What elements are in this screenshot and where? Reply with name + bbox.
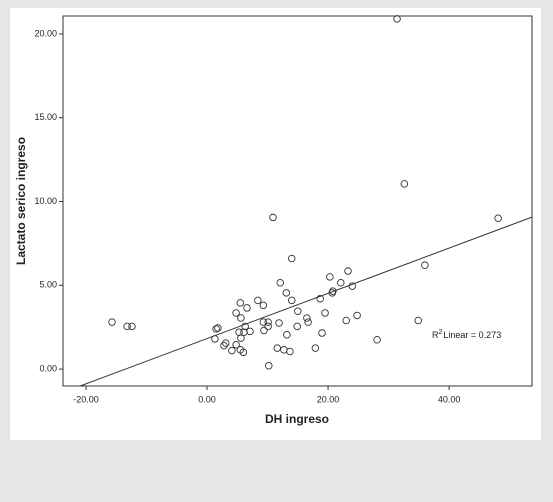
point (108, 318, 116, 326)
point (326, 273, 334, 281)
point (211, 335, 219, 343)
annotation-prefix: R (432, 330, 439, 340)
fit-line (79, 216, 533, 387)
point (342, 316, 350, 325)
point (237, 334, 245, 342)
x-axis-title: DH ingreso (265, 412, 329, 426)
y-tick-label: 15.00 (34, 112, 57, 122)
point (128, 322, 136, 331)
point (321, 309, 329, 317)
annotation-text: Linear = 0.273 (443, 330, 501, 340)
point (348, 282, 357, 290)
point (373, 336, 381, 344)
point (286, 347, 294, 356)
chart-panel (10, 8, 541, 440)
point (303, 314, 311, 322)
point (276, 279, 285, 287)
point (329, 287, 337, 295)
x-tick-label: 40.00 (438, 394, 461, 404)
point (260, 326, 268, 335)
point (239, 348, 248, 357)
point (421, 261, 429, 269)
point (240, 328, 248, 336)
point (283, 330, 291, 339)
point (414, 316, 422, 325)
point (237, 314, 245, 322)
point (246, 327, 254, 336)
point (265, 361, 273, 370)
point (264, 318, 272, 326)
point (494, 214, 502, 223)
point (344, 267, 352, 275)
point (393, 15, 401, 23)
y-axis-title: Lactato serico ingreso (14, 137, 28, 265)
point (232, 341, 240, 349)
y-tick-label: 5.00 (39, 280, 57, 290)
point (264, 322, 272, 331)
y-tick-label: 0.00 (39, 363, 57, 373)
point (316, 294, 324, 303)
point (220, 341, 228, 350)
point (228, 346, 236, 355)
point (259, 318, 268, 326)
point (288, 296, 296, 305)
x-tick-label: 0.00 (198, 394, 216, 404)
y-tick-label: 10.00 (34, 196, 57, 206)
point (400, 180, 409, 188)
point (222, 339, 230, 347)
point (337, 279, 345, 287)
point (288, 254, 296, 263)
point (259, 301, 268, 310)
annotation-superscript: 2 (439, 329, 443, 336)
point (214, 324, 222, 332)
point (241, 322, 249, 331)
point (123, 322, 131, 331)
y-tick-label: 20.00 (34, 28, 57, 38)
point (353, 311, 361, 320)
point (294, 307, 302, 316)
point (273, 344, 281, 352)
point (311, 344, 320, 352)
point (282, 289, 291, 297)
point (254, 296, 262, 305)
point (318, 329, 326, 337)
point (275, 319, 283, 327)
point (236, 299, 245, 307)
plot-frame (62, 15, 533, 387)
x-tick-label: -20.00 (73, 394, 99, 404)
x-tick-label: 20.00 (317, 394, 340, 404)
annotation: R2Linear = 0.273 (432, 329, 501, 341)
point (269, 213, 277, 222)
point (304, 318, 312, 326)
point (243, 304, 251, 312)
point (293, 322, 301, 331)
point (232, 309, 240, 317)
